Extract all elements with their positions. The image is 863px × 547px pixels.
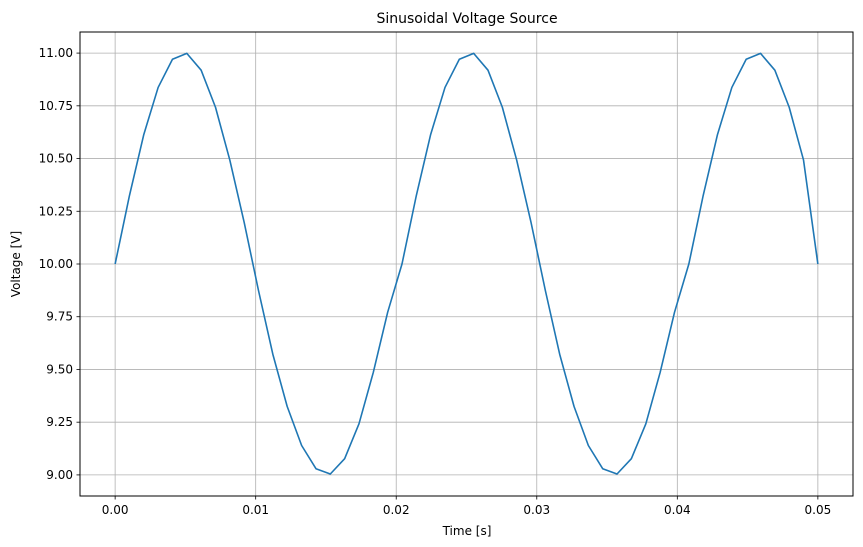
- series-line: [114, 52, 819, 475]
- x-axis-label: Time [s]: [442, 524, 492, 538]
- x-axis-ticks: 0.00 0.01 0.02 0.03 0.04 0.05: [102, 496, 831, 517]
- grid: [80, 32, 853, 496]
- y-tick-label: 10.00: [39, 257, 73, 271]
- y-axis-label: Voltage [V]: [9, 231, 23, 297]
- x-tick-label: 0.04: [664, 503, 691, 517]
- y-tick-label: 11.00: [39, 46, 73, 60]
- y-tick-label: 10.50: [39, 152, 73, 166]
- y-tick-label: 10.25: [39, 204, 73, 218]
- y-tick-label: 9.00: [46, 468, 73, 482]
- x-tick-label: 0.00: [102, 503, 129, 517]
- x-tick-label: 0.01: [242, 503, 269, 517]
- x-tick-label: 0.02: [383, 503, 410, 517]
- chart-title: Sinusoidal Voltage Source: [376, 11, 557, 27]
- y-tick-label: 9.50: [46, 362, 73, 376]
- y-tick-label: 9.25: [46, 415, 73, 429]
- series-layer: [114, 52, 819, 475]
- y-tick-label: 10.75: [39, 99, 73, 113]
- y-tick-label: 9.75: [46, 310, 73, 324]
- x-tick-label: 0.05: [805, 503, 832, 517]
- x-tick-label: 0.03: [523, 503, 550, 517]
- y-axis-ticks: 9.00 9.25 9.50 9.75 10.00 10.25 10.50 10.75 11.0…: [39, 46, 80, 482]
